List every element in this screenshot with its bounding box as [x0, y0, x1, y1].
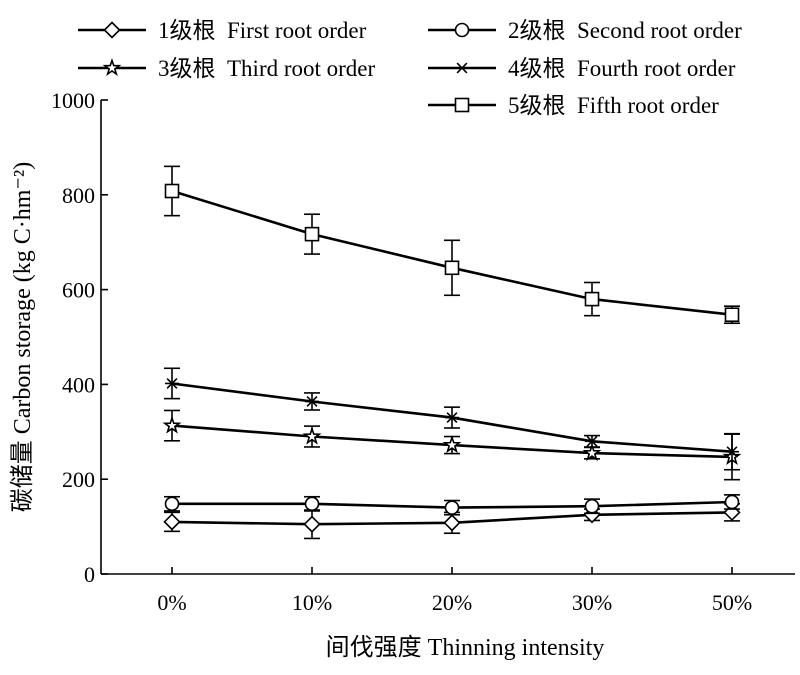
x-tick-label: 10%	[292, 590, 332, 615]
legend-label: 3级根 Third root order	[158, 56, 376, 81]
x-tick-label: 0%	[157, 590, 186, 615]
data-point	[304, 226, 320, 242]
series-4	[164, 367, 740, 471]
legend-entry: 4级根 Fourth root order	[428, 56, 736, 81]
data-point	[303, 515, 321, 533]
legend-entry: 5级根 Fifth root order	[428, 93, 719, 118]
data-point	[165, 377, 179, 389]
legend-marker	[103, 21, 121, 39]
x-tick-label: 30%	[572, 590, 612, 615]
y-tick-label: 0	[84, 562, 95, 587]
legend-label: 1级根 First root order	[158, 18, 367, 43]
legend-marker	[454, 22, 470, 38]
plot-area	[162, 165, 742, 540]
legend-label: 4级根 Fourth root order	[508, 56, 736, 81]
y-tick-label: 400	[62, 372, 95, 397]
legend-marker	[454, 97, 470, 113]
data-point	[445, 412, 459, 424]
legend-label: 5级根 Fifth root order	[508, 93, 719, 118]
data-point	[443, 514, 461, 532]
legend-label: 2级根 Second root order	[508, 18, 742, 43]
data-point	[442, 435, 462, 454]
y-tick-label: 1000	[51, 88, 95, 113]
data-point	[164, 496, 180, 512]
legend-marker	[102, 58, 122, 77]
data-point	[444, 500, 460, 515]
data-point	[724, 494, 740, 510]
legend-entry: 1级根 First root order	[78, 18, 367, 43]
data-point	[304, 496, 320, 512]
legend-entry: 2级根 Second root order	[428, 18, 742, 43]
data-point	[582, 443, 602, 462]
y-tick-label: 600	[62, 278, 95, 303]
legend: 1级根 First root order 2级根 Second root orde…	[78, 18, 742, 118]
x-axis-title: 间伐强度 Thinning intensity	[326, 634, 605, 661]
y-tick-label: 800	[62, 183, 95, 208]
y-axis-title: 碳储量 Carbon storage (kg C·hm⁻²)	[9, 162, 36, 512]
x-tick-label: 20%	[432, 590, 472, 615]
ticks: 0 200 400 600 800 1000 0% 10% 20% 30% 50%	[51, 88, 752, 615]
data-point	[584, 291, 600, 307]
data-point	[585, 435, 599, 447]
data-point	[725, 446, 739, 458]
legend-entry: 3级根 Third root order	[78, 56, 376, 81]
series-5	[164, 165, 740, 325]
data-point	[164, 183, 180, 199]
data-point	[584, 498, 600, 514]
data-point	[302, 426, 322, 445]
data-point	[444, 260, 460, 276]
y-tick-label: 200	[62, 467, 95, 492]
x-tick-label: 50%	[712, 590, 752, 615]
data-point	[305, 395, 319, 407]
data-point	[162, 415, 182, 434]
axes	[100, 100, 795, 575]
series-2	[164, 494, 740, 516]
legend-marker	[455, 62, 469, 74]
data-point	[724, 307, 740, 323]
data-point	[163, 513, 181, 531]
